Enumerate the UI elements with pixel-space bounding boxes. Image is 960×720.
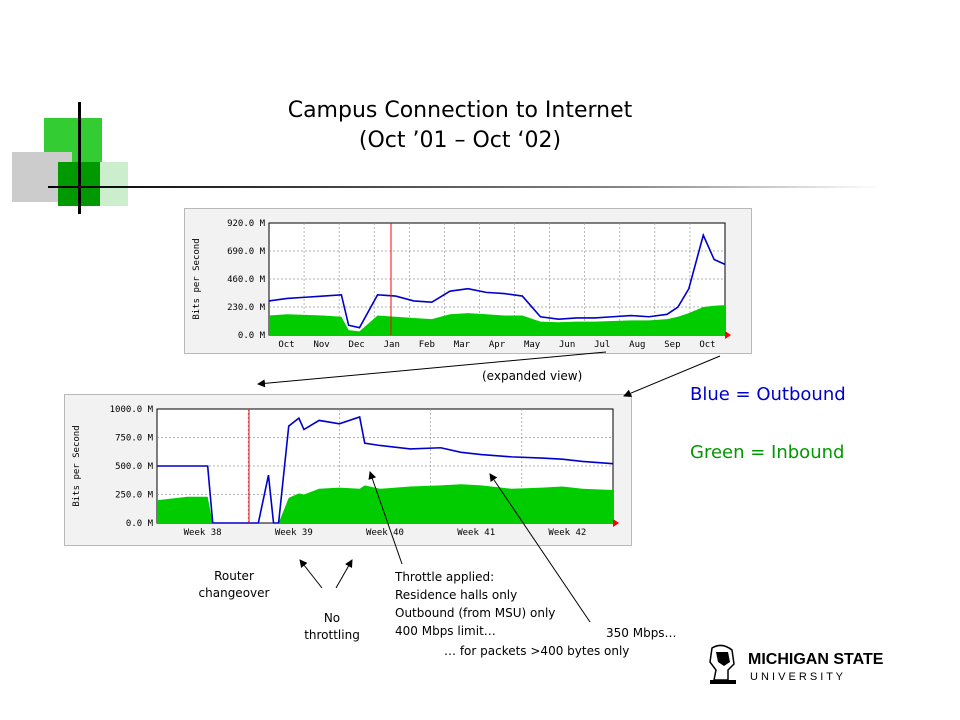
deco-square-shadow — [100, 162, 128, 206]
x-tick-label: Week 39 — [275, 528, 313, 538]
x-tick-label: Week 41 — [457, 528, 495, 538]
x-tick-label: Dec — [349, 340, 365, 350]
x-tick-label: Feb — [419, 340, 435, 350]
x-tick-label: Jan — [384, 340, 400, 350]
y-tick-label: 690.0 M — [227, 247, 266, 257]
throttle-arrow — [368, 471, 403, 565]
mbps350-arrow — [489, 473, 591, 623]
x-tick-label: Apr — [489, 340, 506, 350]
title-line-2: (Oct ’01 – Oct ‘02) — [358, 128, 562, 153]
x-tick-label: Oct — [699, 340, 715, 350]
y-tick-label: 1000.0 M — [110, 405, 154, 415]
y-tick-label: 750.0 M — [115, 434, 154, 444]
no-throttling-line-1: No — [323, 611, 341, 625]
throttle-annotation: Throttle applied: Residence halls only O… — [395, 568, 555, 640]
chart-weekly: 1000.0 M 750.0 M 500.0 M 250.0 M 0.0 M Week 3… — [64, 394, 632, 546]
x-tick-label: Nov — [313, 340, 329, 350]
x-axis-arrow — [725, 331, 731, 339]
x-tick-label: Aug — [629, 340, 645, 350]
x-tick-label: Week 38 — [184, 528, 222, 538]
legend-inbound: Green = Inbound — [690, 442, 845, 463]
x-axis-arrow — [613, 519, 619, 527]
x-tick-label: Jun — [559, 340, 575, 350]
expanded-view-label: (expanded view) — [482, 369, 583, 383]
throttle-line-2: Residence halls only — [395, 588, 518, 602]
no-throttling-line-2: throttling — [304, 628, 360, 642]
y-tick-label: 0.0 M — [126, 519, 154, 529]
y-axis-label: Bits per Second — [192, 238, 202, 319]
series-inbound-area — [157, 484, 613, 523]
packets-annotation: … for packets >400 bytes only — [444, 644, 630, 658]
logo-line-1: MICHIGAN STATE — [748, 651, 884, 668]
chart-weekly-svg: 1000.0 M 750.0 M 500.0 M 250.0 M 0.0 M Week 3… — [72, 405, 619, 538]
slide-title: Campus Connection to Internet (Oct ’01 –… — [230, 96, 690, 156]
y-axis-label: Bits per Second — [72, 425, 82, 506]
throttle-line-3: Outbound (from MSU) only — [395, 606, 556, 620]
y-tick-label: 920.0 M — [227, 219, 266, 229]
router-annotation: Router changeover — [188, 568, 280, 602]
chart-yearly: 920.0 M 690.0 M 460.0 M 230.0 M 0.0 M Oct Nov D… — [184, 208, 752, 354]
y-tick-label: 460.0 M — [227, 275, 266, 285]
throttle-line-1: Throttle applied: — [395, 570, 495, 584]
expand-arrow-right — [623, 355, 721, 397]
logo-line-2: U N I V E R S I T Y — [750, 671, 844, 683]
no-throttle-arrow-1 — [299, 559, 323, 589]
title-line-1: Campus Connection to Internet — [287, 98, 633, 123]
x-tick-label: May — [524, 340, 541, 350]
spartan-helmet-icon — [709, 644, 736, 684]
chart-yearly-svg: 920.0 M 690.0 M 460.0 M 230.0 M 0.0 M Oct Nov D… — [192, 219, 731, 350]
series-inbound-area — [269, 305, 725, 335]
expand-arrow-left — [257, 351, 607, 388]
series-outbound-line — [268, 232, 726, 329]
no-throttle-arrow-2 — [335, 559, 353, 589]
x-tick-label: Week 42 — [548, 528, 586, 538]
y-tick-label: 250.0 M — [115, 491, 154, 501]
router-line-1: Router — [214, 569, 254, 583]
x-tick-label: Sep — [664, 340, 680, 350]
corner-decoration — [12, 102, 880, 214]
deco-vertical-line — [78, 102, 81, 214]
y-tick-label: 230.0 M — [227, 303, 266, 313]
x-tick-label: Mar — [454, 340, 471, 350]
x-tick-label: Jul — [594, 340, 610, 350]
router-line-2: changeover — [198, 586, 270, 600]
x-tick-label: Week 40 — [366, 528, 404, 538]
throttle-line-4: 400 Mbps limit… — [395, 624, 496, 638]
msu-logo: MICHIGAN STATE U N I V E R S I T Y — [709, 644, 884, 684]
legend-outbound: Blue = Outbound — [690, 384, 846, 405]
y-tick-label: 0.0 M — [238, 331, 266, 341]
mbps350-annotation: 350 Mbps… — [606, 626, 677, 640]
series-outbound-line — [157, 415, 614, 524]
x-tick-label: Oct — [278, 340, 294, 350]
deco-horizontal-line — [48, 186, 880, 188]
y-tick-label: 500.0 M — [115, 462, 154, 472]
no-throttling-annotation: No throttling — [290, 610, 374, 644]
